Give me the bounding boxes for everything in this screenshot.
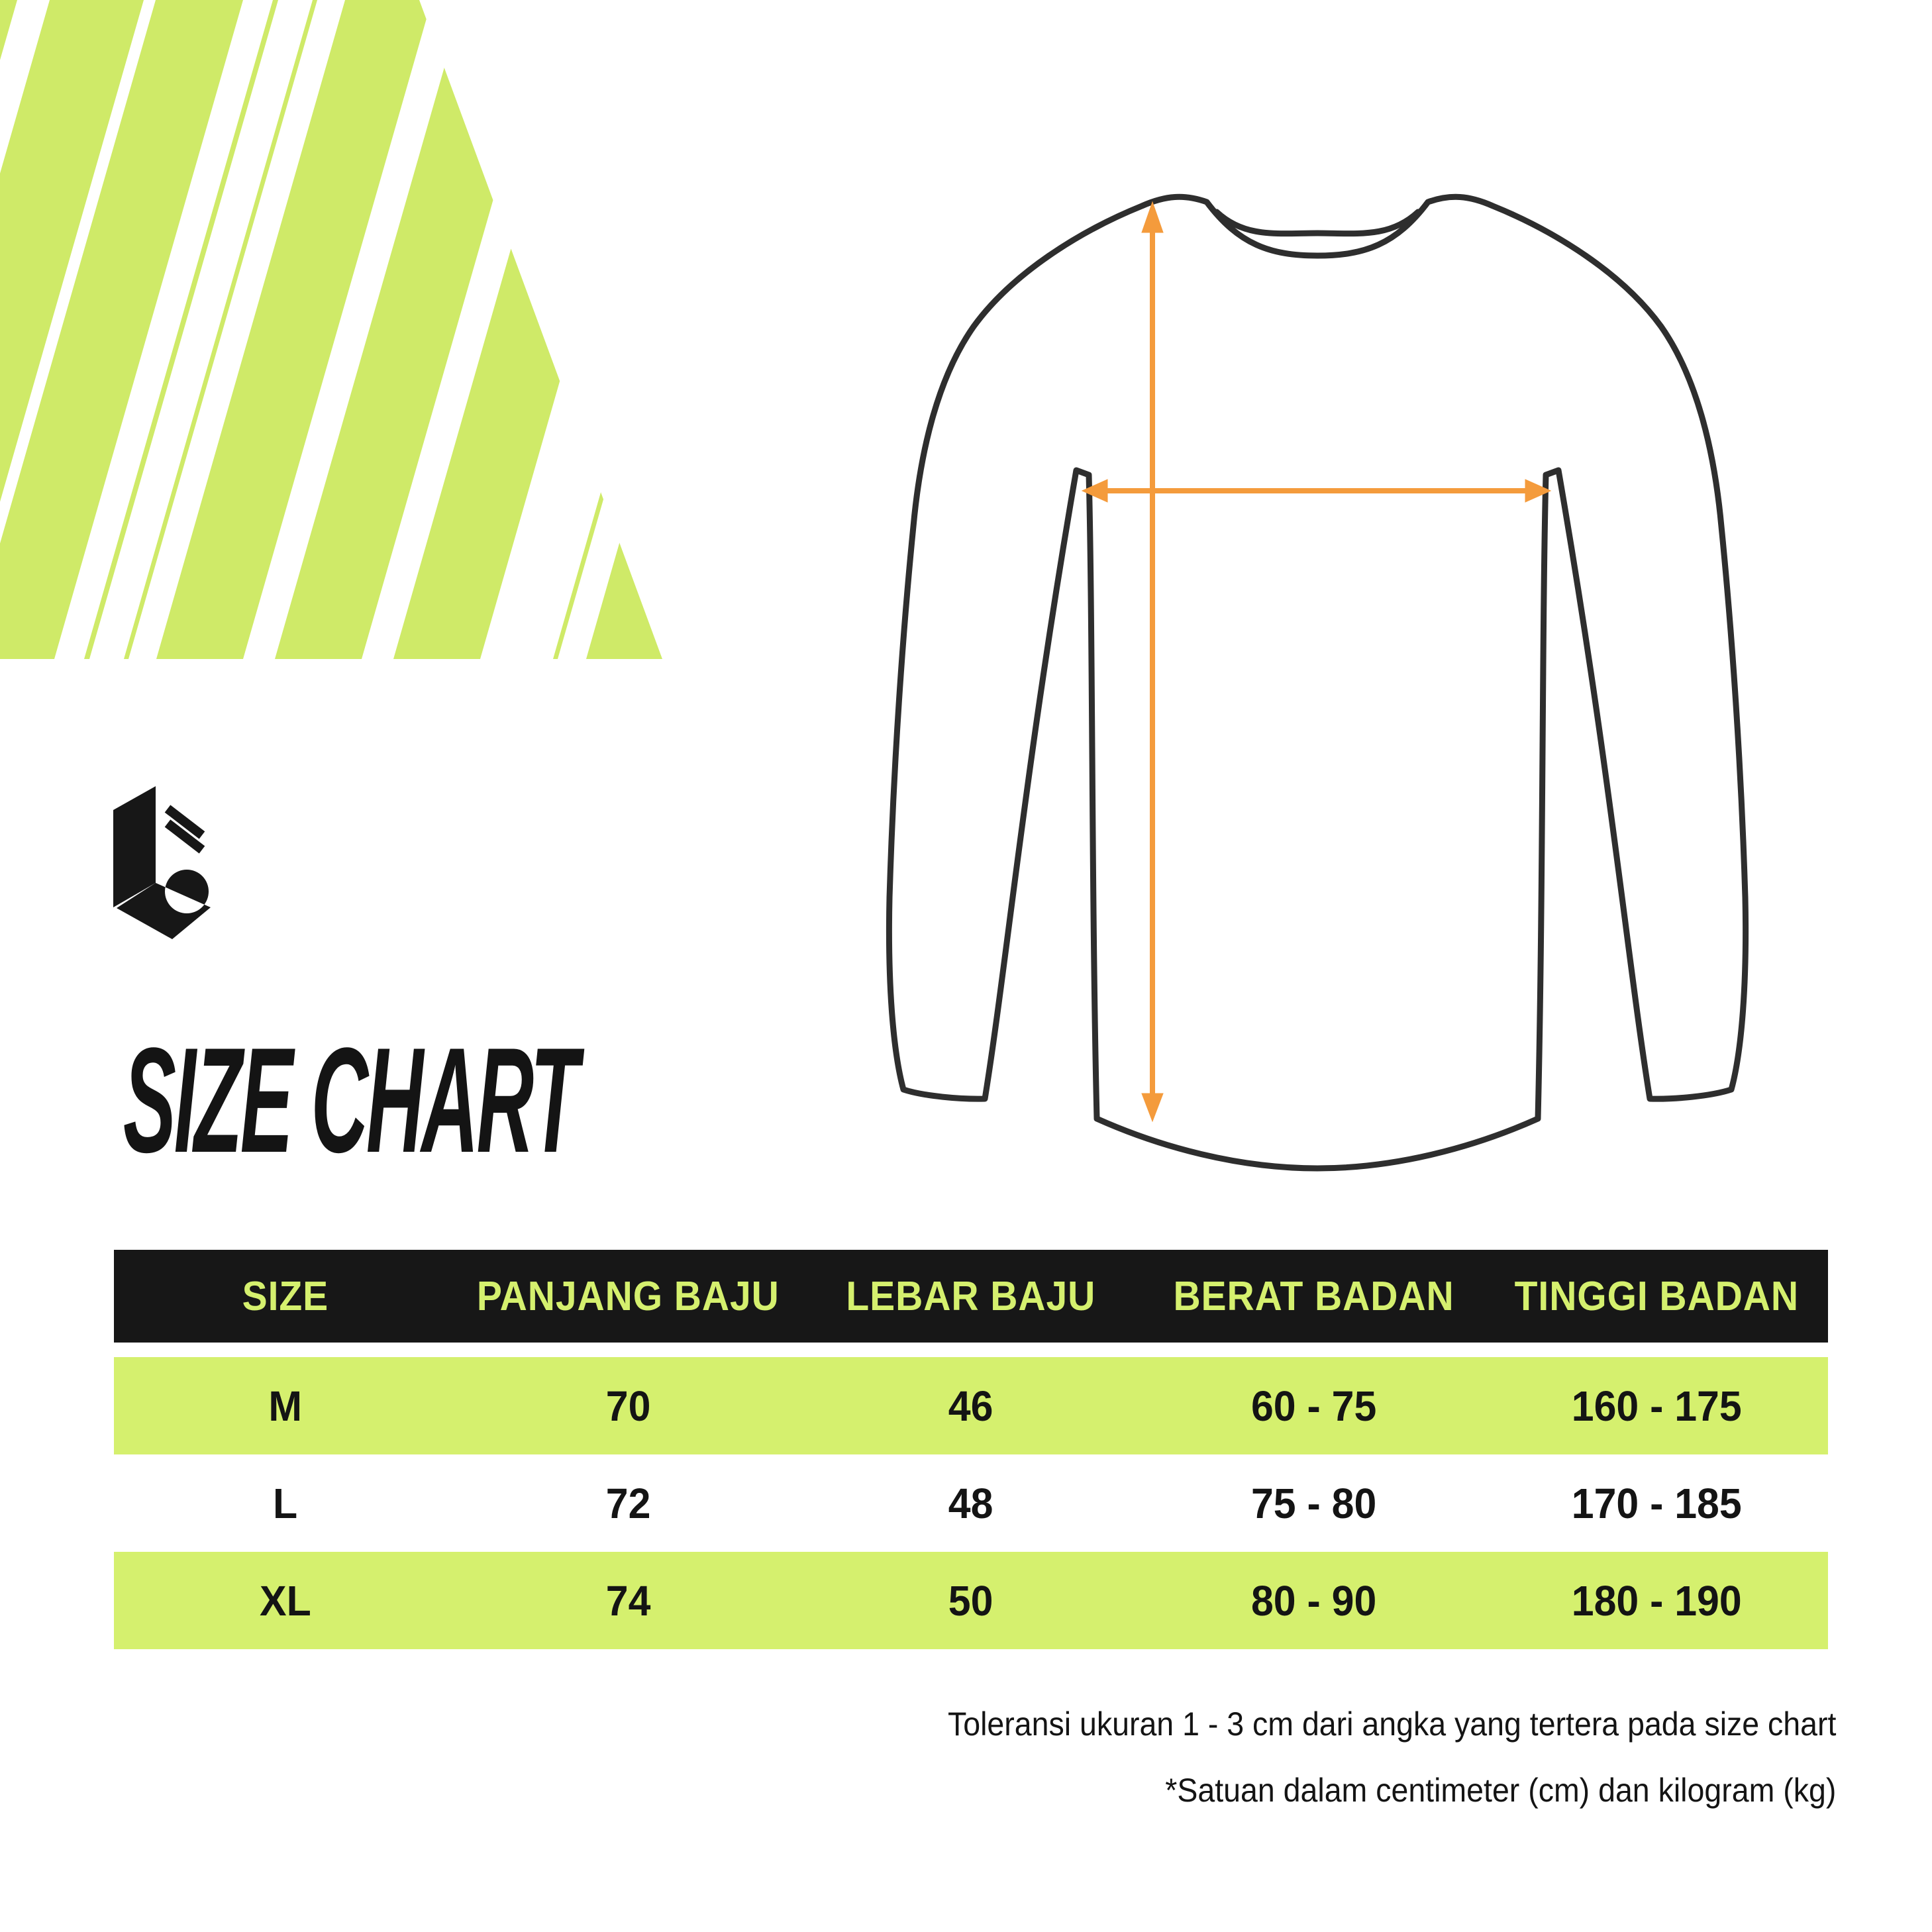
stripe	[0, 0, 243, 659]
logo-dash	[164, 819, 205, 854]
table-row-xl: XL 74 50 80 - 90 180 - 190	[114, 1552, 1828, 1649]
column-header-berat-badan: BERAT BADAN	[1173, 1273, 1454, 1319]
logo-base-and-circle	[117, 870, 211, 939]
lb-brand-logo-icon	[113, 786, 211, 939]
collar-inner-line	[1213, 209, 1421, 237]
shirt-outline	[886, 193, 1749, 1172]
cell-tinggi-badan: 160 - 175	[1571, 1382, 1742, 1430]
table-row-l: L 72 48 75 - 80 170 - 185	[114, 1454, 1828, 1552]
page-title: SIZE CHART	[123, 1016, 579, 1184]
column-header-lebar-baju: LEBAR BAJU	[846, 1273, 1096, 1319]
stripe	[586, 0, 662, 659]
column-header-size: SIZE	[242, 1273, 329, 1319]
cell-size: XL	[259, 1576, 311, 1625]
logo-dash	[164, 805, 205, 839]
stripe	[156, 0, 432, 659]
cell-berat-badan: 60 - 75	[1250, 1382, 1377, 1430]
shirt-measurement-diagram	[886, 193, 1749, 1172]
stripe-hairline	[553, 0, 662, 659]
width-arrow-icon	[1081, 479, 1552, 503]
cell-tinggi-badan: 180 - 190	[1571, 1576, 1742, 1625]
diagonal-stripes-decoration	[0, 0, 662, 659]
cell-lebar-baju: 48	[948, 1479, 993, 1527]
tolerance-note: Toleransi ukuran 1 - 3 cm dari angka yan…	[947, 1705, 1836, 1743]
length-arrow-icon	[1141, 201, 1164, 1123]
logo-left-face	[113, 786, 156, 907]
cell-panjang-baju: 70	[605, 1382, 651, 1430]
cell-lebar-baju: 50	[948, 1576, 993, 1625]
cell-panjang-baju: 74	[605, 1576, 651, 1625]
stripe	[0, 0, 144, 659]
cell-lebar-baju: 46	[948, 1382, 993, 1430]
cell-size: L	[273, 1479, 298, 1527]
cell-berat-badan: 80 - 90	[1250, 1576, 1377, 1625]
cell-size: M	[268, 1382, 303, 1430]
stripe-hairline	[84, 0, 278, 659]
table-row-m: M 70 46 60 - 75 160 - 175	[114, 1357, 1828, 1454]
cell-panjang-baju: 72	[605, 1479, 651, 1527]
size-table-header: SIZE PANJANG BAJU LEBAR BAJU BERAT BADAN…	[114, 1250, 1828, 1343]
stripe-hairline	[124, 0, 317, 659]
cell-berat-badan: 75 - 80	[1250, 1479, 1377, 1527]
column-header-tinggi-badan: TINGGI BADAN	[1514, 1273, 1799, 1319]
units-note: *Satuan dalam centimeter (cm) dan kilogr…	[1164, 1772, 1836, 1809]
cell-tinggi-badan: 170 - 185	[1571, 1479, 1742, 1527]
column-header-panjang-baju: PANJANG BAJU	[476, 1273, 780, 1319]
